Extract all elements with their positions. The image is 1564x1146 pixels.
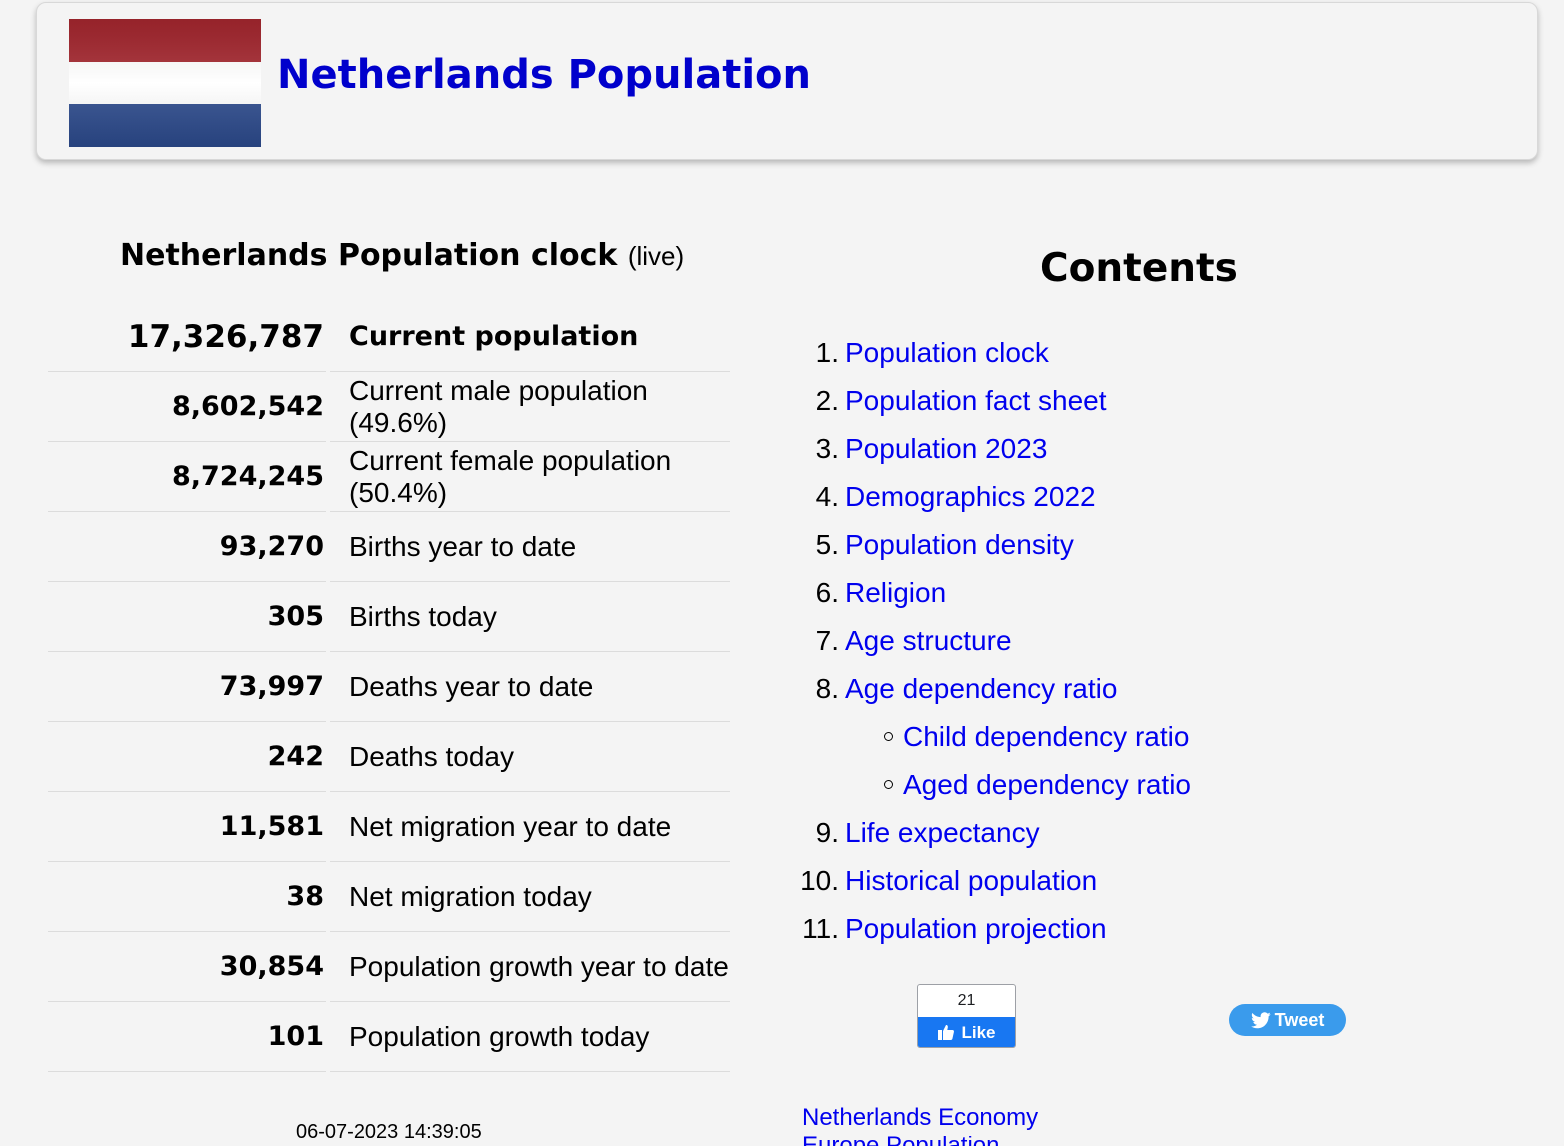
toc-number: 10.	[800, 865, 839, 896]
toc-link-aged-dependency-ratio[interactable]: Aged dependency ratio	[903, 769, 1191, 800]
clock-label: Population growth year to date	[330, 932, 730, 1002]
facebook-like-button[interactable]: 21 Like	[917, 984, 1016, 1048]
clock-label: Population growth today	[330, 1002, 730, 1072]
clock-value: 17,326,787	[48, 302, 326, 372]
clock-value: 30,854	[48, 932, 326, 1002]
tweet-label: Tweet	[1274, 1010, 1325, 1030]
clock-timestamp: 06-07-2023 14:39:05	[296, 1121, 482, 1143]
list-item: 2. Population fact sheet	[790, 377, 1191, 425]
list-item: 7. Age structure	[790, 617, 1191, 665]
table-row: 73,997 Deaths year to date	[48, 652, 730, 722]
table-row: 101 Population growth today	[48, 1002, 730, 1072]
clock-value: 93,270	[48, 512, 326, 582]
twitter-bird-icon	[1250, 1012, 1271, 1029]
like-label: Like	[961, 1023, 996, 1042]
toc-link-life-expectancy[interactable]: Life expectancy	[845, 817, 1040, 848]
clock-value: 8,724,245	[48, 442, 326, 512]
clock-label: Current female population (50.4%)	[330, 442, 730, 512]
table-row: 8,724,245 Current female population (50.…	[48, 442, 730, 512]
list-item: 3. Population 2023	[790, 425, 1191, 473]
clock-heading: Netherlands Population clock (live)	[120, 236, 684, 276]
table-row: 8,602,542 Current male population (49.6%…	[48, 372, 730, 442]
circle-bullet-icon	[884, 780, 893, 790]
toc-number: 7.	[815, 625, 839, 656]
tweet-button[interactable]: Tweet	[1229, 1004, 1346, 1036]
toc-link-population-density[interactable]: Population density	[845, 529, 1074, 560]
table-of-contents: 1. Population clock 2. Population fact she…	[790, 329, 1191, 953]
list-item: 8. Age dependency ratio	[790, 665, 1191, 713]
toc-link-fact-sheet[interactable]: Population fact sheet	[845, 385, 1107, 416]
toc-number: 1.	[815, 337, 839, 368]
toc-link-population-clock[interactable]: Population clock	[845, 337, 1049, 368]
like-button[interactable]: Like	[918, 1017, 1015, 1047]
clock-value: 8,602,542	[48, 372, 326, 442]
page-title: Netherlands Population	[277, 52, 812, 98]
toc-link-population-2023[interactable]: Population 2023	[845, 433, 1048, 464]
clock-value: 305	[48, 582, 326, 652]
table-row: 93,270 Births year to date	[48, 512, 730, 582]
netherlands-economy-link[interactable]: Netherlands Economy	[802, 1104, 1039, 1131]
clock-label: Births today	[330, 582, 730, 652]
clock-value: 11,581	[48, 792, 326, 862]
thumbs-up-icon	[938, 1025, 955, 1040]
list-item: Aged dependency ratio	[790, 761, 1191, 809]
toc-number: 2.	[815, 385, 839, 416]
contents-title: Contents	[1040, 246, 1238, 291]
list-item: 1. Population clock	[790, 329, 1191, 377]
list-item: 11. Population projection	[790, 905, 1191, 953]
toc-number: 5.	[815, 529, 839, 560]
toc-link-religion[interactable]: Religion	[845, 577, 947, 608]
live-indicator: (live)	[627, 241, 685, 271]
netherlands-flag-icon	[69, 19, 261, 147]
like-count: 21	[957, 992, 976, 1009]
toc-link-population-projection[interactable]: Population projection	[845, 913, 1107, 944]
clock-value: 38	[48, 862, 326, 932]
europe-population-link[interactable]: Europe Population	[802, 1136, 999, 1146]
page-header: Netherlands Population	[36, 2, 1538, 160]
clock-value: 73,997	[48, 652, 326, 722]
toc-number: 4.	[815, 481, 839, 512]
toc-number: 3.	[815, 433, 839, 464]
toc-sub-indent	[790, 713, 897, 761]
toc-link-historical-population[interactable]: Historical population	[845, 865, 1098, 896]
clock-label: Births year to date	[330, 512, 730, 582]
table-row: 305 Births today	[48, 582, 730, 652]
toc-number: 6.	[815, 577, 839, 608]
clock-label: Deaths today	[330, 722, 730, 792]
toc-link-age-dependency-ratio[interactable]: Age dependency ratio	[845, 673, 1118, 704]
clock-label: Current population	[330, 302, 730, 372]
clock-label: Deaths year to date	[330, 652, 730, 722]
clock-label: Net migration today	[330, 862, 730, 932]
table-row: 242 Deaths today	[48, 722, 730, 792]
clock-value: 242	[48, 722, 326, 792]
list-item: 9. Life expectancy	[790, 809, 1191, 857]
toc-number: 11.	[802, 913, 839, 944]
toc-link-age-structure[interactable]: Age structure	[845, 625, 1012, 656]
clock-label: Current male population (49.6%)	[330, 372, 730, 442]
population-clock-table: 17,326,787 Current population 8,602,542 …	[44, 302, 734, 1072]
list-item: 10. Historical population	[790, 857, 1191, 905]
table-row: 11,581 Net migration year to date	[48, 792, 730, 862]
table-row: 17,326,787 Current population	[48, 302, 730, 372]
list-item: 5. Population density	[790, 521, 1191, 569]
toc-number: 8.	[815, 673, 839, 704]
europe-population-link-text: Europe Population	[802, 1136, 999, 1146]
toc-number: 9.	[815, 817, 839, 848]
toc-link-child-dependency-ratio[interactable]: Child dependency ratio	[903, 721, 1190, 752]
list-item: 4. Demographics 2022	[790, 473, 1191, 521]
clock-value: 101	[48, 1002, 326, 1072]
list-item: 6. Religion	[790, 569, 1191, 617]
clock-label: Net migration year to date	[330, 792, 730, 862]
list-item: Child dependency ratio	[790, 713, 1191, 761]
table-row: 38 Net migration today	[48, 862, 730, 932]
toc-sub-indent	[790, 761, 897, 809]
toc-link-demographics-2022[interactable]: Demographics 2022	[845, 481, 1096, 512]
clock-heading-text: Netherlands Population clock	[120, 238, 618, 273]
circle-bullet-icon	[884, 732, 893, 742]
table-row: 30,854 Population growth year to date	[48, 932, 730, 1002]
